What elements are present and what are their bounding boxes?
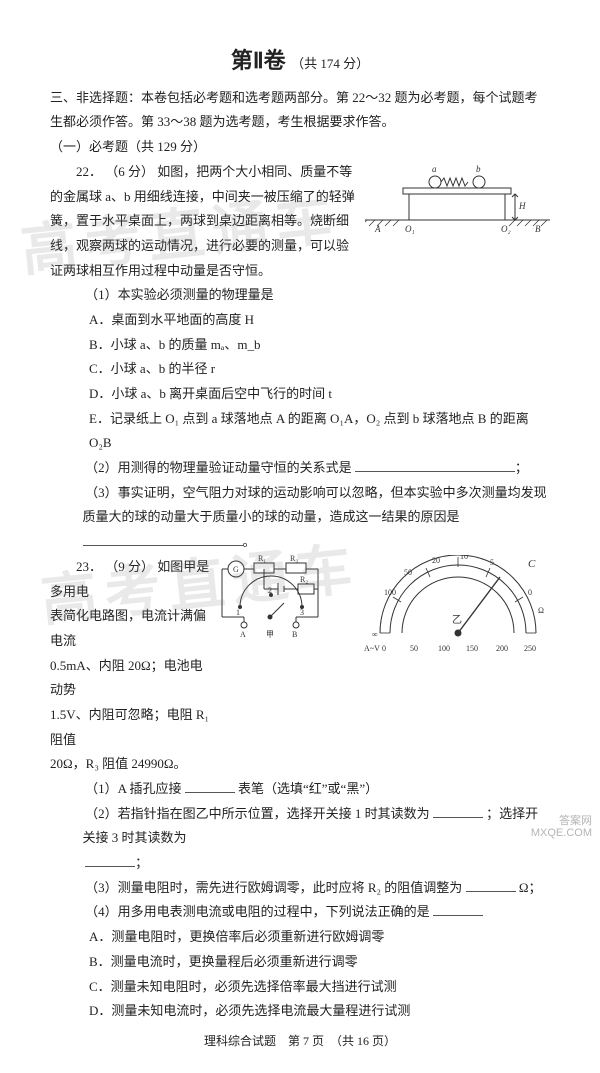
corner-logo: 答案网 MXQE.COM	[531, 815, 592, 839]
svg-text:A: A	[374, 224, 381, 234]
q23-p3b: Ω；	[519, 880, 542, 895]
svg-text:R₁: R₁	[258, 555, 266, 563]
total-points: （共 174 分）	[291, 56, 369, 71]
q22-p3: （3）事实证明，空气阻力对球的运动影响可以忽略，但本实验中多次测量均发现质量大的…	[83, 485, 547, 525]
svg-text:1: 1	[236, 608, 240, 617]
svg-text:R₂: R₂	[300, 575, 308, 584]
q23-dial-figure: ∞ 100 50 20 10 5 0 Ω 0 50 100 150 200 25…	[360, 555, 550, 653]
svg-text:C: C	[528, 558, 536, 570]
q22-p3-blank	[83, 532, 243, 546]
svg-text:∞: ∞	[372, 630, 378, 639]
q22-C: C．小球 a、b 的半径 r	[50, 357, 550, 382]
svg-text:50: 50	[404, 568, 412, 577]
page-body: 第Ⅱ卷 （共 174 分） 三、非选择题：本卷包括必考题和选考题两部分。第 22…	[0, 0, 600, 1073]
svg-text:O₁: O₁	[405, 224, 415, 234]
svg-text:b: b	[476, 164, 481, 174]
svg-text:A: A	[240, 630, 246, 639]
q23-A: A．测量电阻时，更换倍率后必须重新进行欧姆调零	[50, 925, 550, 950]
q22-points: （6 分）	[105, 164, 154, 179]
q23-p1a: （1）A 插孔应接	[85, 781, 181, 796]
q23-p3a: （3）测量电阻时，需先进行欧姆调零，此时应将 R₂ 的阻值调整为	[85, 880, 462, 895]
svg-text:2: 2	[268, 586, 272, 595]
volume-label: 第Ⅱ卷	[231, 48, 286, 73]
q23-p2-blank2	[85, 853, 135, 867]
q23-left-col: 23． （9 分） 如图甲是多用电 表简化电路图，电流计满偏电流 0.5mA、内…	[50, 555, 210, 777]
svg-text:250: 250	[524, 644, 536, 653]
corner-line1: 答案网	[531, 815, 592, 827]
q22-B: B．小球 a、b 的质量 mₐ、m_b	[50, 333, 550, 358]
svg-text:a: a	[432, 164, 437, 174]
svg-text:3: 3	[300, 608, 304, 617]
svg-text:H: H	[518, 201, 526, 211]
svg-text:A~V: A~V	[364, 644, 380, 653]
svg-text:0: 0	[528, 588, 532, 597]
svg-text:100: 100	[438, 644, 450, 653]
q23-stem-b: 表简化电路图，电流计满偏电流	[50, 604, 210, 653]
svg-text:甲: 甲	[266, 630, 274, 639]
svg-text:B: B	[535, 224, 541, 234]
q23-p1-blank	[185, 779, 235, 793]
svg-text:10: 10	[460, 555, 468, 561]
q23-p1b: 表笔（选填“红”或“黑”）	[238, 781, 378, 796]
q23-C: C．测量未知电阻时，必须先选择倍率最大挡进行试测	[50, 975, 550, 1000]
q22-E: E．记录纸上 O₁ 点到 a 球落地点 A 的距离 O₁A，O₂ 点到 b 球落…	[50, 407, 550, 456]
q23-points: （9 分）	[105, 559, 154, 574]
q22-stem: 如图，把两个大小相同、质量不等的金属球 a、b 用细线连接，中间夹一被压缩了的轻…	[50, 164, 355, 278]
q22-p2-blank	[355, 458, 515, 472]
svg-text:0: 0	[382, 644, 386, 653]
q22-p2: （2）用测得的物理量验证动量守恒的关系式是	[85, 460, 352, 475]
svg-text:200: 200	[496, 644, 508, 653]
q22: a b H A O₁ O₂ B 22． （6 分） 如图，把两个大小相同、质量不…	[50, 160, 550, 555]
svg-text:50: 50	[410, 644, 418, 653]
svg-text:20: 20	[432, 556, 440, 565]
q22-D: D．小球 a、b 离开桌面后空中飞行的时间 t	[50, 382, 550, 407]
q23-p4-blank	[433, 902, 483, 916]
q23-D: D．测量未知电流时，必须先选择电流最大量程进行试测	[50, 999, 550, 1024]
required-label: （一）必考题（共 129 分）	[50, 135, 550, 160]
volume-title: 第Ⅱ卷 （共 174 分）	[50, 40, 550, 82]
q23-num: 23．	[76, 559, 102, 574]
svg-text:乙: 乙	[452, 614, 462, 626]
svg-text:150: 150	[466, 644, 478, 653]
svg-text:5: 5	[490, 558, 494, 567]
q23-p4: （4）用多用电表测电流或电阻的过程中，下列说法正确的是	[85, 904, 430, 919]
q23-p2a: （2）若指针指在图乙中所示位置，选择开关接 1 时其读数为	[85, 806, 430, 821]
q22-p1: （1）本实验必须测量的物理量是	[50, 283, 550, 308]
section3-heading: 三、非选择题：本卷包括必考题和选考题两部分。第 22～32 题为必考题，每个试题…	[50, 86, 550, 135]
q23-p2-blank1	[433, 804, 483, 818]
q22-A: A．桌面到水平地面的高度 H	[50, 308, 550, 333]
page-footer: 理科综合试题 第 7 页 （共 16 页）	[50, 1030, 550, 1053]
svg-text:100: 100	[384, 588, 396, 597]
q23: ∞ 100 50 20 10 5 0 Ω 0 50 100 150 200 25…	[50, 555, 550, 1024]
corner-line2: MXQE.COM	[531, 827, 592, 839]
q23-stem-d: 1.5V、内阻可忽略；电阻 R₁ 阻值	[50, 703, 210, 752]
q23-stem-c: 0.5mA、内阻 20Ω；电池电动势	[50, 654, 210, 703]
q22-figure: a b H A O₁ O₂ B	[365, 160, 550, 240]
svg-text:G: G	[233, 565, 239, 574]
q23-B: B．测量电流时，更换量程后必须重新进行调零	[50, 950, 550, 975]
q22-num: 22．	[76, 164, 102, 179]
svg-text:R₃: R₃	[290, 555, 298, 563]
q23-circuit-figure: G R₁ R₃ R₂ 1 2 3 A B 甲	[214, 555, 334, 640]
svg-text:Ω: Ω	[538, 606, 544, 615]
svg-text:O₂: O₂	[501, 224, 511, 234]
svg-text:B: B	[292, 630, 297, 639]
q23-stem-e: 20Ω，R₃ 阻值 24990Ω。	[50, 752, 210, 777]
q23-p3-blank	[466, 878, 516, 892]
